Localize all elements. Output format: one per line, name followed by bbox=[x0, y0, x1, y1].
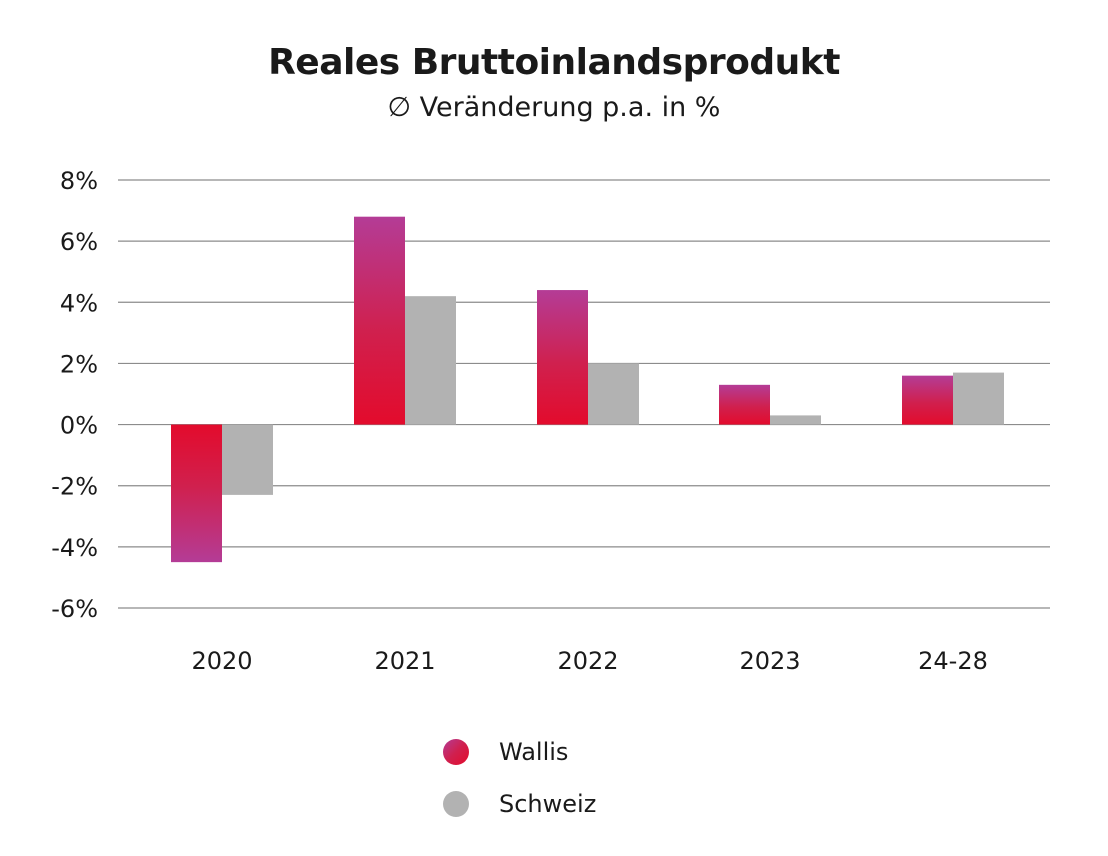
legend: Wallis Schweiz bbox=[443, 726, 596, 830]
x-tick-label: 2023 bbox=[739, 647, 800, 675]
legend-label-schweiz: Schweiz bbox=[499, 790, 597, 818]
y-tick-label: 6% bbox=[60, 228, 98, 256]
legend-item-wallis: Wallis bbox=[443, 726, 596, 778]
bar-schweiz-2021 bbox=[405, 296, 456, 425]
legend-swatch-wallis bbox=[443, 739, 469, 765]
x-tick-label: 2022 bbox=[557, 647, 618, 675]
y-tick-label: 0% bbox=[60, 412, 98, 440]
bar-wallis-2023 bbox=[719, 384, 770, 425]
y-tick-label: 8% bbox=[60, 167, 98, 195]
chart-title: Reales Bruttoinlandsprodukt bbox=[268, 42, 840, 83]
legend-swatch-schweiz bbox=[443, 791, 469, 817]
bar-schweiz-2022 bbox=[588, 363, 639, 425]
x-axis-ticks: 2020 2021 2022 2023 24-28 bbox=[191, 647, 987, 675]
bars bbox=[171, 216, 1004, 563]
bar-schweiz-2023 bbox=[770, 415, 821, 425]
y-tick-label: -2% bbox=[51, 473, 98, 501]
legend-label-wallis: Wallis bbox=[499, 738, 569, 766]
y-tick-label: 2% bbox=[60, 350, 98, 378]
legend-item-schweiz: Schweiz bbox=[443, 778, 596, 830]
bar-chart: 8% 6% 4% 2% 0% -2% -4% -6% 2020 2021 2022 2023 24-2… bbox=[51, 167, 1050, 675]
x-tick-label: 2020 bbox=[191, 647, 252, 675]
x-tick-label: 24-28 bbox=[918, 647, 988, 675]
bar-wallis-2020 bbox=[171, 424, 222, 563]
bar-wallis-2021 bbox=[354, 216, 405, 425]
chart-subtitle: ∅ Veränderung p.a. in % bbox=[387, 92, 721, 123]
y-tick-label: -4% bbox=[51, 534, 98, 562]
x-tick-label: 2021 bbox=[374, 647, 435, 675]
y-tick-label: 4% bbox=[60, 289, 98, 317]
bar-wallis-2022 bbox=[537, 290, 588, 425]
y-axis-ticks: 8% 6% 4% 2% 0% -2% -4% -6% bbox=[51, 167, 98, 623]
bar-wallis-24-28 bbox=[902, 375, 953, 425]
bar-schweiz-24-28 bbox=[953, 372, 1004, 425]
y-tick-label: -6% bbox=[51, 595, 98, 623]
bar-schweiz-2020 bbox=[222, 424, 273, 495]
